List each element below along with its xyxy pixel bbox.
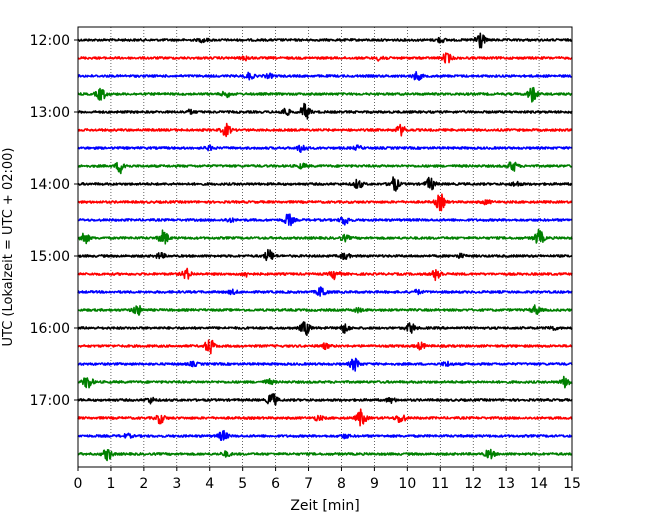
y-tick-label: 17:00: [30, 393, 70, 409]
y-axis-ticks: 12:00 13:00 14:00 15:00 16:00 17:00: [30, 33, 78, 409]
x-tick-label: 4: [205, 476, 214, 492]
seismic-trace-1645: [77, 375, 573, 389]
seismic-trace-1730: [77, 429, 573, 441]
seismic-trace-1515: [77, 267, 573, 282]
seismic-trace-1700: [77, 393, 573, 406]
seismic-trace-1400: [77, 176, 573, 192]
vertical-grid: [110, 27, 540, 467]
x-tick-label: 6: [271, 476, 280, 492]
seismic-trace-1315: [77, 122, 573, 138]
x-tick-label: 13: [497, 476, 515, 492]
x-tick-label: 1: [106, 476, 115, 492]
x-tick-label: 2: [139, 476, 148, 492]
seismic-trace-1215: [77, 52, 573, 64]
x-tick-label: 10: [398, 476, 416, 492]
y-tick-label: 14:00: [30, 177, 70, 193]
x-tick-label: 8: [337, 476, 346, 492]
y-tick-label: 12:00: [30, 33, 70, 49]
seismic-trace-1200: [77, 32, 573, 49]
seismic-trace-1230: [77, 71, 573, 81]
seismic-trace-1245: [77, 86, 573, 103]
seismic-trace-1330: [77, 144, 573, 153]
seismic-trace-1615: [77, 339, 573, 355]
seismic-trace-1300: [77, 102, 573, 120]
seismic-trace-1600: [77, 321, 573, 336]
x-tick-label: 15: [563, 476, 581, 492]
y-axis-label: UTC (Lokalzeit = UTC + 02:00): [1, 148, 16, 347]
x-axis-label: Zeit [min]: [290, 498, 359, 514]
y-tick-label: 15:00: [30, 249, 70, 265]
seismic-trace-1430: [77, 213, 573, 227]
seismic-trace-1445: [77, 228, 573, 245]
seismic-trace-1415: [77, 193, 573, 212]
seismic-trace-1530: [77, 286, 573, 297]
plot-frame: [77, 26, 573, 468]
x-tick-label: 0: [74, 476, 83, 492]
x-tick-label: 9: [370, 476, 379, 492]
seismic-trace-1345: [77, 161, 573, 175]
seismic-trace-1630: [77, 357, 573, 372]
seismic-trace-1545: [77, 304, 573, 316]
seismic-trace-1715: [77, 408, 573, 427]
y-tick-label: 13:00: [30, 105, 70, 121]
x-tick-label: 12: [464, 476, 482, 492]
x-tick-label: 11: [431, 476, 449, 492]
x-tick-label: 14: [530, 476, 548, 492]
seismic-trace-1745: [77, 448, 573, 462]
x-tick-label: 5: [238, 476, 247, 492]
seismic-trace-1500: [77, 248, 573, 262]
trace-group: [77, 32, 573, 462]
x-axis-ticks: 0 1 2 3 4 5 6 7 8 9 10 11 12 13 14 15: [74, 467, 581, 492]
y-tick-label: 16:00: [30, 321, 70, 337]
x-tick-label: 3: [172, 476, 181, 492]
x-tick-label: 7: [304, 476, 313, 492]
